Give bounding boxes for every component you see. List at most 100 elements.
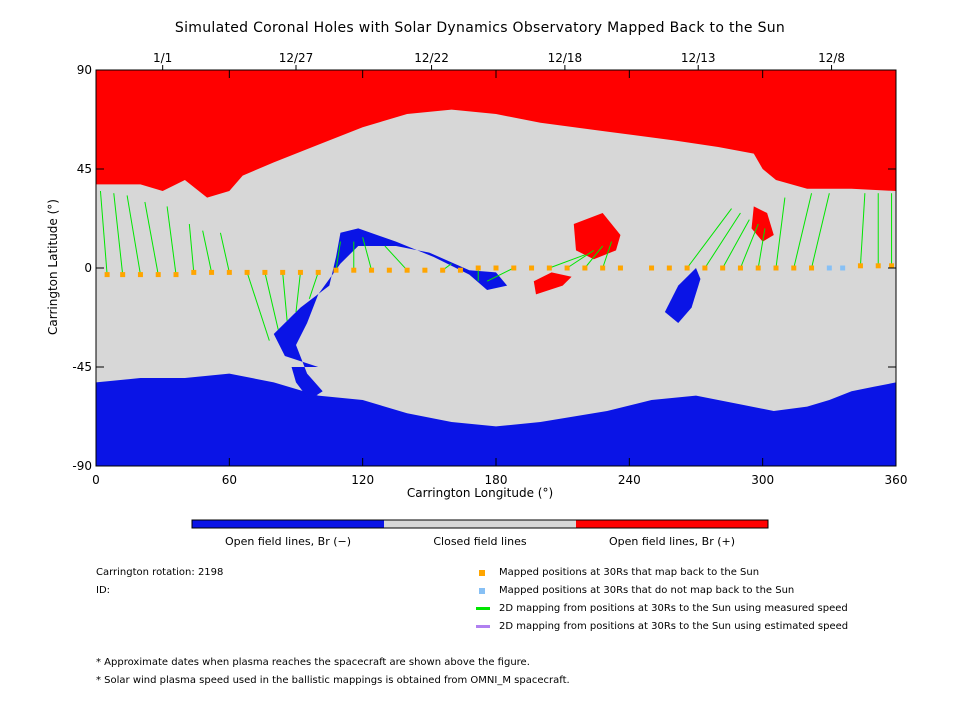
mapped-point	[315, 269, 321, 275]
legend-measured-line	[476, 607, 490, 610]
mapping-line	[282, 272, 288, 321]
negative-hole-right	[664, 268, 701, 323]
id-label: ID:	[96, 585, 111, 596]
mapped-point	[684, 265, 690, 271]
legend-mapped-label: Mapped positions at 30Rs that map back t…	[499, 567, 760, 578]
mapped-point	[191, 269, 197, 275]
mapped-point	[875, 263, 881, 269]
legend-not-mapped-swatch	[479, 588, 485, 594]
mapping-line	[486, 267, 514, 282]
unmapped-point	[826, 265, 832, 271]
mapped-point	[104, 272, 110, 278]
mapped-point	[791, 265, 797, 271]
mapping-line	[739, 223, 759, 269]
mapped-point	[773, 265, 779, 271]
mapped-point	[529, 265, 535, 271]
colorbar-frame	[191, 519, 769, 529]
mapped-point	[889, 263, 895, 269]
x-tick-label: 300	[751, 473, 774, 487]
note-omni: * Solar wind plasma speed used in the ba…	[96, 675, 570, 686]
y-tick-label: 0	[84, 261, 92, 275]
mapped-point	[422, 267, 428, 273]
mapping-line	[775, 197, 786, 269]
mapped-point	[857, 263, 863, 269]
positive-hole-center	[573, 213, 621, 260]
negative-hole-band	[273, 228, 508, 400]
mapped-point	[702, 265, 708, 271]
colorbar-label-closed: Closed field lines	[433, 535, 527, 548]
mapping-line	[566, 249, 595, 269]
mapping-line	[584, 245, 604, 269]
x-tick-label: 240	[618, 473, 641, 487]
y-axis-label: Carrington Latitude (°)	[46, 199, 60, 335]
mapping-line	[549, 254, 586, 269]
positive-hole-lower	[533, 272, 572, 295]
mapped-point	[737, 265, 743, 271]
south-polar-negative-hole	[96, 373, 896, 466]
mapped-point	[440, 267, 446, 273]
mapped-point	[617, 265, 623, 271]
mapped-point	[351, 267, 357, 273]
y-tick-label: 90	[77, 63, 92, 77]
mapped-point	[173, 272, 179, 278]
mapping-line	[188, 223, 195, 273]
mapping-line	[295, 272, 301, 313]
mapping-line	[686, 208, 732, 269]
mapped-point	[511, 265, 517, 271]
x-tick-label: 60	[222, 473, 237, 487]
mapping-line	[166, 206, 177, 275]
unmapped-point	[840, 265, 846, 271]
mapped-point	[720, 265, 726, 271]
mapping-line	[859, 193, 866, 266]
colorbar-label-positive: Open field lines, Br (+)	[608, 535, 736, 548]
note-dates: * Approximate dates when plasma reaches …	[96, 657, 530, 668]
mapped-point	[386, 267, 392, 273]
mapping-line	[362, 237, 373, 271]
mapped-point	[404, 267, 410, 273]
date-label: 12/8	[818, 51, 845, 65]
mapping-line	[246, 272, 270, 341]
x-tick-label: 180	[485, 473, 508, 487]
x-tick-label: 360	[885, 473, 908, 487]
mapped-point	[333, 267, 339, 273]
mapped-point	[600, 265, 606, 271]
mapped-point	[120, 272, 126, 278]
legend-mapped-swatch	[479, 570, 485, 576]
mapping-line	[219, 232, 230, 273]
mapped-point	[244, 269, 250, 275]
date-label: 12/22	[414, 51, 449, 65]
north-polar-positive-hole	[96, 70, 896, 198]
mapped-point	[155, 272, 161, 278]
y-tick-label: -90	[72, 459, 92, 473]
carrington-rotation: Carrington rotation: 2198	[96, 567, 224, 578]
mapped-point	[809, 265, 815, 271]
mapping-line	[113, 193, 124, 275]
mapped-point	[209, 269, 215, 275]
mapped-point	[226, 269, 232, 275]
mapped-point	[297, 269, 303, 275]
positive-hole-right	[751, 206, 774, 242]
mapped-point	[755, 265, 761, 271]
mapping-line	[384, 245, 408, 271]
mapped-point	[137, 272, 143, 278]
mapped-point	[666, 265, 672, 271]
mapping-line	[335, 241, 341, 271]
x-axis-label: Carrington Longitude (°)	[406, 486, 554, 500]
legend-estimated-line	[476, 625, 490, 628]
date-label: 12/18	[548, 51, 583, 65]
mapping-line	[793, 193, 813, 269]
colorbar-closed	[384, 520, 576, 528]
colorbar-positive	[576, 520, 768, 528]
y-tick-label: 45	[77, 162, 92, 176]
colorbar-label-negative: Open field lines, Br (−)	[224, 535, 352, 548]
mapping-line	[99, 190, 108, 275]
mapped-point	[457, 267, 463, 273]
mapped-point	[564, 265, 570, 271]
mapping-line	[144, 201, 159, 275]
mapping-line	[126, 195, 141, 275]
y-tick-label: -45	[72, 360, 92, 374]
mapped-point	[369, 267, 375, 273]
x-tick-label: 0	[92, 473, 100, 487]
mapped-point	[493, 265, 499, 271]
